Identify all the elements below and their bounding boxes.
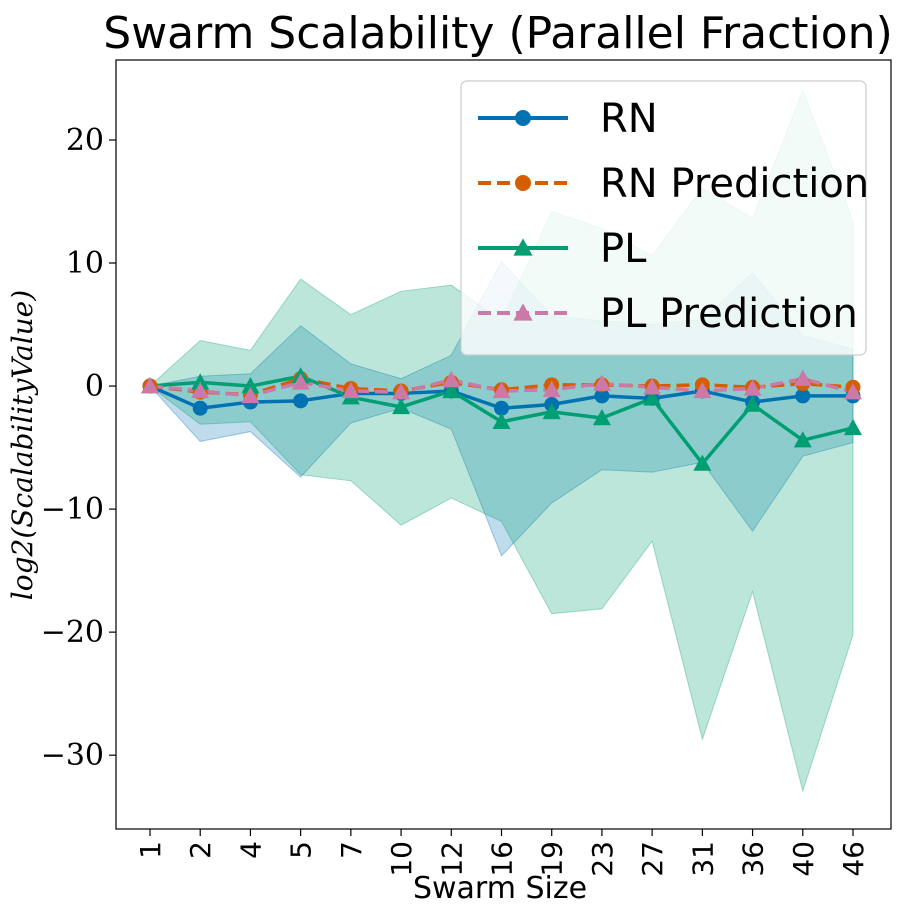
point-pl-4 — [241, 377, 260, 394]
series-line-rn-prediction — [149, 376, 854, 397]
point-pl-40 — [793, 431, 812, 448]
point-pl-prediction-4 — [241, 386, 260, 404]
legend-marker-rn — [515, 110, 531, 126]
point-pl-prediction-46 — [844, 383, 862, 400]
legend-box — [460, 80, 867, 356]
x-tick-label: 12 — [435, 841, 468, 877]
x-tick-label: 31 — [686, 841, 719, 877]
point-pl-2 — [191, 373, 210, 390]
x-tick-label: 1 — [134, 841, 167, 859]
point-pl-prediction-1 — [141, 377, 159, 394]
x-axis-label: Swarm Size — [413, 871, 587, 906]
y-tick-label: −10 — [41, 492, 104, 527]
point-rn-40 — [795, 388, 811, 404]
point-pl-12 — [442, 381, 461, 399]
legend-marker-pl — [513, 238, 533, 256]
x-tick-label: 16 — [486, 841, 519, 877]
x-tick-label: 10 — [385, 841, 418, 877]
point-pl-19 — [542, 402, 561, 420]
legend-marker-pl-prediction — [513, 303, 533, 321]
y-tick-label: −30 — [41, 738, 104, 773]
point-rn-5 — [293, 393, 309, 409]
point-pl-46 — [844, 418, 862, 436]
point-pl-prediction-40 — [793, 369, 812, 386]
point-pl-prediction-36 — [743, 379, 762, 396]
plot-frame — [115, 59, 892, 830]
legend-marker-rn-prediction — [515, 175, 531, 191]
point-pl-prediction-16 — [492, 381, 511, 399]
point-pl-prediction-10 — [392, 383, 411, 400]
point-pl-prediction-7 — [341, 381, 360, 399]
point-rn-2 — [192, 400, 208, 416]
x-tick-label: 5 — [285, 841, 318, 859]
y-tick-label: 0 — [85, 369, 104, 404]
x-tick-label: 7 — [335, 841, 368, 859]
point-pl-16 — [492, 412, 511, 429]
legend-label-rn-prediction: RN Prediction — [600, 161, 869, 207]
x-tick-label: 36 — [737, 841, 770, 877]
point-pl-23 — [592, 409, 611, 426]
x-tick-label: 27 — [636, 841, 669, 877]
x-tick-label: 4 — [234, 841, 267, 859]
point-rn-16 — [494, 400, 509, 416]
x-tick-label: 2 — [184, 841, 217, 859]
y-axis-label: log2(ScalabilityValue) — [6, 290, 39, 600]
y-axis: 20 10 0 −10 −20 −30 — [41, 123, 116, 773]
x-axis: 1 2 4 5 7 10 12 16 19 23 27 31 36 40 46 — [134, 829, 870, 877]
point-pl-prediction-19 — [542, 380, 561, 397]
series-line-pl-prediction — [149, 376, 854, 398]
point-pl-27 — [643, 389, 662, 406]
legend: RN RN Prediction PL PL Prediction — [460, 80, 869, 356]
point-pl-prediction-27 — [643, 378, 662, 395]
series-markers — [141, 367, 862, 471]
y-tick-label: −20 — [41, 615, 104, 650]
point-pl-36 — [743, 395, 762, 412]
y-tick-label: 10 — [66, 246, 104, 281]
x-tick-label: 23 — [586, 841, 619, 877]
point-pl-prediction-2 — [191, 381, 210, 399]
x-tick-label: 40 — [787, 841, 820, 877]
chart-title: Swarm Scalability (Parallel Fraction) — [103, 8, 892, 59]
x-tick-label: 19 — [536, 841, 569, 877]
point-pl-prediction-5 — [291, 373, 310, 390]
point-pl-prediction-31 — [693, 381, 712, 399]
y-tick-label: 20 — [66, 123, 104, 158]
legend-label-rn: RN — [600, 96, 658, 142]
point-rn-23 — [594, 388, 610, 404]
x-tick-label: 46 — [837, 841, 870, 877]
point-pl-prediction-23 — [592, 374, 611, 391]
point-pl-10 — [392, 397, 411, 415]
legend-label-pl-prediction: PL Prediction — [600, 291, 858, 337]
point-pl-31 — [693, 454, 712, 471]
legend-label-pl: PL — [600, 226, 647, 272]
point-pl-prediction-12 — [442, 370, 461, 388]
